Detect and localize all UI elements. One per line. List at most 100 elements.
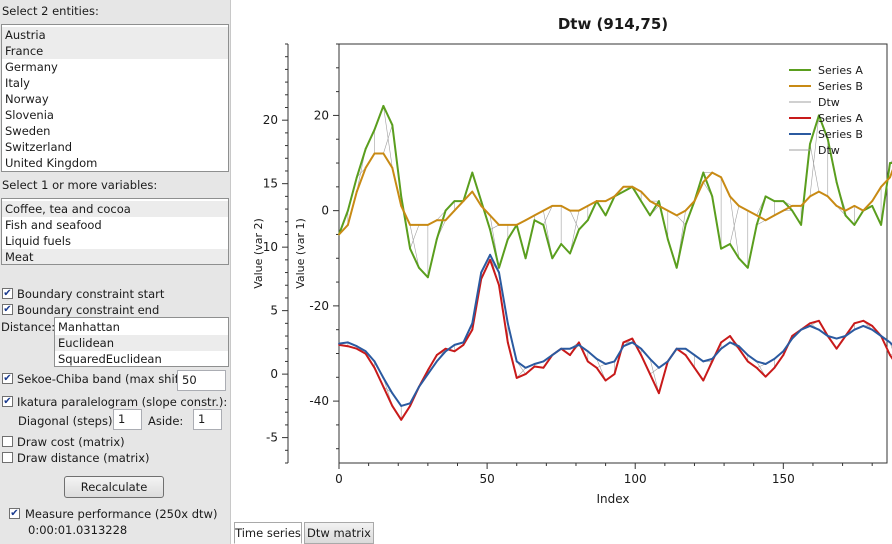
series-point	[853, 322, 856, 325]
dtw-warp-line-bottom	[756, 363, 766, 369]
boundary-end-checkbox[interactable]: ✔	[2, 304, 13, 315]
tab-dtw-matrix[interactable]: Dtw matrix	[304, 522, 374, 544]
series-point	[373, 128, 376, 131]
series-point	[737, 347, 740, 350]
series-point	[782, 350, 785, 353]
series-point	[862, 209, 865, 212]
settings-panel: Select 2 entities: Austria France Germany I…	[0, 0, 231, 544]
variable-list-item[interactable]: Meat	[2, 249, 228, 264]
sakoe-chiba-checkbox[interactable]: ✔	[2, 373, 13, 384]
distance-list-item[interactable]: SquaredEuclidean	[58, 352, 162, 366]
series-point	[631, 337, 634, 340]
series-point	[409, 247, 411, 250]
draw-distance-checkbox[interactable]	[2, 452, 13, 463]
series-point	[355, 190, 358, 193]
legend-label: Series B	[818, 128, 863, 141]
series-point	[400, 404, 403, 407]
series-point	[409, 404, 411, 407]
measure-performance-label: Measure performance (250x dtw)	[25, 507, 218, 521]
dtw-warp-line-top	[409, 224, 420, 268]
series-point	[355, 176, 358, 179]
entity-list-item[interactable]: Switzerland	[5, 140, 73, 154]
diagonal-steps-input[interactable]: 1	[113, 409, 142, 430]
entity-list-item[interactable]: United Kingdom	[5, 156, 98, 170]
distance-list-item[interactable]: Euclidean	[55, 335, 228, 351]
series-point	[809, 195, 811, 198]
variable-list-item[interactable]: Fish and seafood	[5, 218, 102, 232]
itakura-checkbox[interactable]: ✔	[2, 396, 13, 407]
series-point	[622, 190, 625, 193]
series-point	[542, 224, 545, 226]
series-point	[373, 152, 376, 155]
series-point	[346, 341, 349, 344]
series-point	[746, 209, 749, 212]
series-point	[338, 233, 340, 236]
series-point	[444, 347, 447, 350]
series-point	[826, 195, 829, 198]
series-point	[426, 224, 429, 226]
measure-performance-checkbox[interactable]: ✔	[9, 508, 20, 519]
entity-list-item[interactable]: France	[2, 43, 228, 59]
series-point	[622, 185, 625, 188]
entities-label: Select 2 entities:	[2, 4, 99, 18]
diagonal-label: Diagonal (steps):	[18, 414, 117, 428]
series-point	[746, 266, 749, 269]
series-point	[453, 344, 456, 346]
left-axis-label: Value (var 2)	[252, 218, 265, 289]
series-point	[524, 373, 527, 376]
series-point	[675, 214, 678, 217]
distance-listbox[interactable]: Manhattan Euclidean SquaredEuclidean	[54, 317, 229, 367]
series-point	[373, 366, 376, 369]
series-point	[409, 402, 411, 405]
entity-list-item[interactable]: Austria	[2, 27, 228, 43]
entities-listbox[interactable]: Austria France Germany Italy Norway Slovenia S…	[1, 24, 229, 172]
series-point	[817, 328, 820, 331]
variable-list-item[interactable]: Liquid fuels	[5, 234, 71, 248]
series-point	[711, 171, 714, 174]
sakoe-chiba-max-shift-input[interactable]: 50	[177, 370, 226, 391]
aside-input[interactable]: 1	[193, 409, 222, 430]
boundary-start-checkbox[interactable]: ✔	[2, 288, 13, 299]
series-point	[702, 181, 705, 183]
draw-cost-checkbox[interactable]	[2, 436, 13, 447]
series-point	[631, 341, 634, 344]
series-point	[364, 166, 367, 169]
series-point	[578, 344, 580, 346]
tab-time-series[interactable]: Time series	[234, 522, 302, 544]
entity-list-item[interactable]: Norway	[5, 92, 49, 106]
entity-list-item[interactable]: Italy	[5, 76, 30, 90]
series-point	[595, 366, 598, 369]
series-line-top-a	[338, 104, 892, 279]
dtw-warp-line-top	[676, 215, 686, 226]
entity-list-item[interactable]: Germany	[5, 60, 58, 74]
entity-list-item[interactable]: Sweden	[5, 124, 51, 138]
series-point	[826, 335, 829, 337]
series-point	[364, 147, 367, 150]
variables-listbox[interactable]: Coffee, tea and cocoa Fish and seafood Liq…	[1, 198, 229, 265]
series-point	[524, 219, 527, 222]
series-point	[649, 200, 651, 203]
dtw-warp-line-top	[409, 224, 420, 249]
recalculate-button[interactable]: Recalculate	[64, 476, 164, 498]
series-point	[382, 385, 385, 388]
series-point	[355, 345, 358, 348]
variable-list-item[interactable]: Coffee, tea and cocoa	[2, 201, 228, 217]
series-point	[871, 200, 874, 203]
dtw-warp-line-bottom	[649, 367, 660, 375]
series-point	[604, 214, 607, 217]
series-point	[453, 350, 456, 353]
elapsed-time: 0:00:01.0313228	[28, 523, 128, 537]
series-point	[489, 214, 491, 217]
series-point	[649, 357, 651, 360]
entity-list-item[interactable]: Slovenia	[5, 108, 54, 122]
series-point	[880, 335, 882, 337]
series-point	[684, 347, 687, 350]
series-point	[533, 363, 536, 365]
series-point	[729, 243, 731, 245]
series-point	[889, 162, 891, 164]
dtw-warp-line-top	[383, 124, 393, 154]
series-point	[391, 404, 394, 407]
distance-list-item[interactable]: Manhattan	[58, 320, 120, 334]
series-point	[800, 224, 802, 226]
series-point	[560, 204, 563, 207]
